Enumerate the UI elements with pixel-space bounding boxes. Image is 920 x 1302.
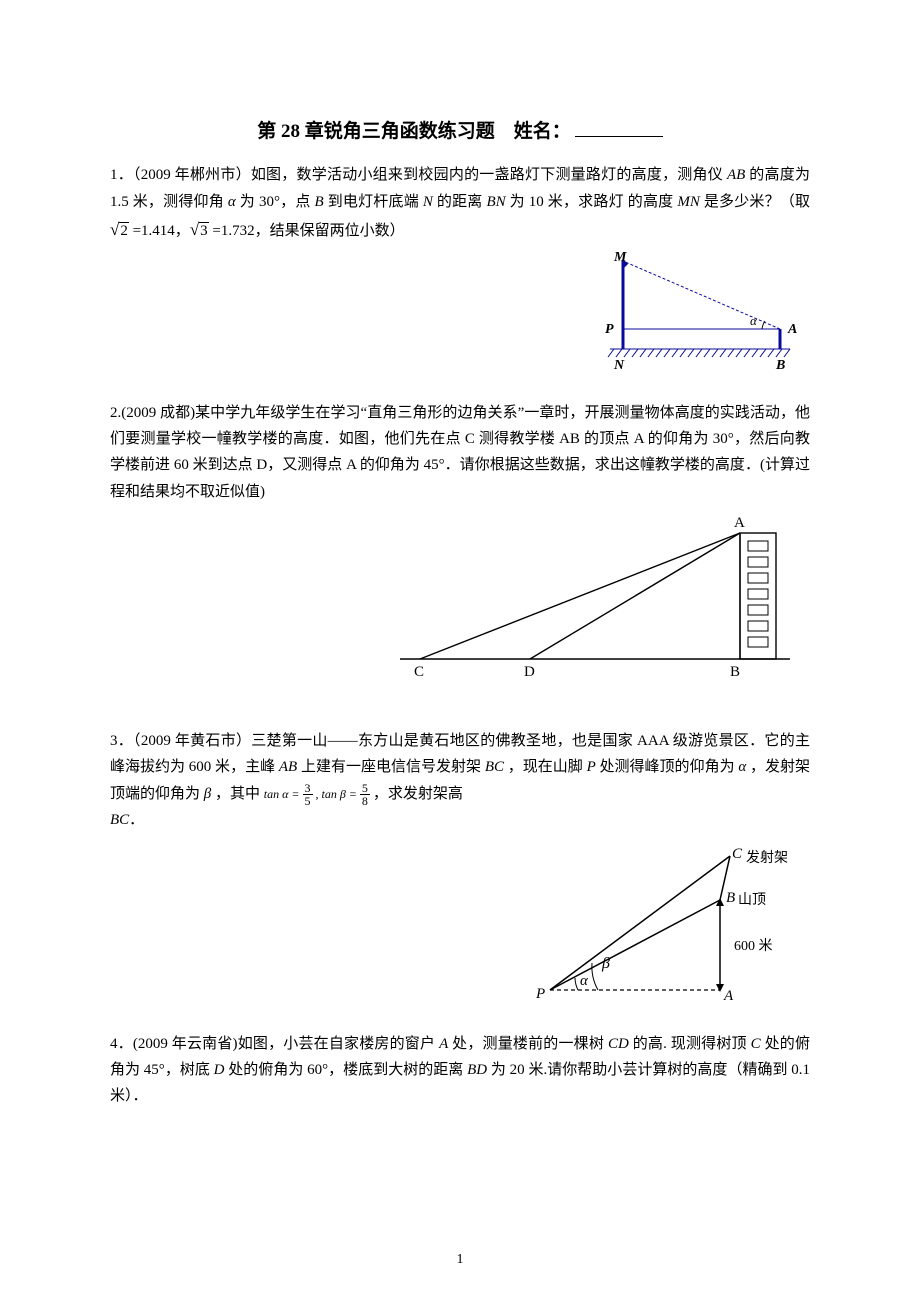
fig3-label-P: P <box>535 986 545 1002</box>
p4-c: 的高. 现测得树顶 <box>633 1036 747 1052</box>
p3-BC2: BC <box>110 812 129 828</box>
p3-beta: β <box>204 786 211 802</box>
figure-1: M P N A B α <box>110 251 810 390</box>
fig3-label-tower: 发射架 <box>746 850 788 866</box>
figure-2-svg: A B C D <box>390 511 810 681</box>
title-name-label: 姓名： <box>514 121 571 142</box>
p3-text-d: 处测得峰顶的仰角为 <box>600 759 735 775</box>
problem-3: 3．（2009 年黄石市）三楚第一山——东方山是黄石地区的佛教圣地，也是国家 A… <box>110 728 810 834</box>
p4-BD: BD <box>467 1062 487 1078</box>
problem-4: 4．(2009 年云南省)如图，小芸在自家楼房的窗户 A 处，测量楼前的一棵树 … <box>110 1031 810 1110</box>
figure-1-svg: M P N A B α <box>590 251 810 381</box>
p1-text-a: 1．（2009 年郴州市）如图，数学活动小组来到校园内的一盏路灯下测量路灯的高度… <box>110 167 723 183</box>
fig3-label-beta: β <box>601 955 610 972</box>
p1-alpha: α <box>228 194 236 210</box>
fig2-label-C: C <box>414 664 424 680</box>
p3-alpha: α <box>738 759 746 775</box>
p3-text-h: ． <box>129 812 144 828</box>
fig3-label-height: 600 米 <box>734 938 773 954</box>
p1-angle: 30° <box>259 194 280 210</box>
figure-3: P A B C α β 发射架 山顶 600 米 <box>110 840 810 1019</box>
problem-1: 1．（2009 年郴州市）如图，数学活动小组来到校园内的一盏路灯下测量路灯的高度… <box>110 162 810 244</box>
fig3-label-B: B <box>726 890 735 906</box>
p1-text-d: ，点 <box>280 194 311 210</box>
sqrt2-icon: √2 <box>110 215 129 245</box>
p3-text-b: 上建有一座电信信号发射架 <box>301 759 481 775</box>
fig1-label-A: A <box>787 322 797 337</box>
p3-AB: AB <box>279 759 297 775</box>
page-title: 第 28 章锐角三角函数练习题 姓名： <box>110 115 810 148</box>
fig1-label-P: P <box>605 322 614 337</box>
p2-text: 2.(2009 成都)某中学九年级学生在学习“直角三角形的边角关系”一章时，开展… <box>110 405 810 500</box>
fig3-label-alpha: α <box>580 973 589 989</box>
p1-N: N <box>423 194 433 210</box>
p1-ab: AB <box>727 167 745 183</box>
fig2-label-A: A <box>734 515 745 531</box>
p1-text-e: 到电灯杆底端 <box>328 194 419 210</box>
fig1-label-B: B <box>775 358 785 373</box>
p3-frac-beta: 58 <box>360 782 370 807</box>
p4-b: 处，测量楼前的一棵树 <box>452 1036 604 1052</box>
figure-2: A B C D <box>110 511 810 690</box>
p3-text-g: ，求发射架高 <box>373 786 463 802</box>
p3-BC: BC <box>485 759 504 775</box>
sqrt3-icon: √3 <box>190 215 209 245</box>
p1-text-c: 为 <box>240 194 255 210</box>
problem-2: 2.(2009 成都)某中学九年级学生在学习“直角三角形的边角关系”一章时，开展… <box>110 400 810 505</box>
fig3-label-A: A <box>723 988 734 1004</box>
p3-tan-alpha-lhs: tan α = <box>264 787 300 801</box>
fig3-label-top: 山顶 <box>738 892 766 908</box>
p3-text-f: ，其中 <box>215 786 260 802</box>
fig1-label-M: M <box>613 251 627 265</box>
fig3-label-C: C <box>732 846 743 862</box>
fig2-label-D: D <box>524 664 535 680</box>
fig1-label-alpha: α <box>750 313 758 328</box>
title-prefix: 第 28 章锐角三角函数练习题 <box>257 121 495 142</box>
page-number: 1 <box>0 1248 920 1273</box>
p1-MN: MN <box>677 194 700 210</box>
p4-A: A <box>439 1036 448 1052</box>
name-blank <box>575 136 663 137</box>
p1-BN: BN <box>486 194 505 210</box>
p4-CD: CD <box>608 1036 629 1052</box>
p3-frac-alpha: 35 <box>303 782 313 807</box>
p4-D: D <box>214 1062 225 1078</box>
p4-e: 处的俯角为 60°，楼底到大树的距离 <box>228 1062 463 1078</box>
p1-sqrt2-val: =1.414， <box>133 223 190 239</box>
p1-text-i: 是多少米？（取 <box>704 194 810 210</box>
fig1-label-N: N <box>613 358 625 373</box>
p3-text-c: ，现在山脚 <box>508 759 583 775</box>
p1-sqrt3-val: =1.732，结果保留两位小数） <box>212 223 404 239</box>
p4-a: 4．(2009 年云南省)如图，小芸在自家楼房的窗户 <box>110 1036 435 1052</box>
p1-B: B <box>315 194 324 210</box>
p3-tan-beta-lhs: , tan β = <box>316 787 357 801</box>
p1-text-f: 的距离 <box>437 194 483 210</box>
p3-P: P <box>587 759 596 775</box>
p1-text-g: 为 10 米，求路灯 <box>510 194 624 210</box>
fig2-label-B: B <box>730 664 740 680</box>
figure-3-svg: P A B C α β 发射架 山顶 600 米 <box>520 840 810 1010</box>
p4-C: C <box>751 1036 761 1052</box>
p1-text-h: 的高度 <box>628 194 674 210</box>
